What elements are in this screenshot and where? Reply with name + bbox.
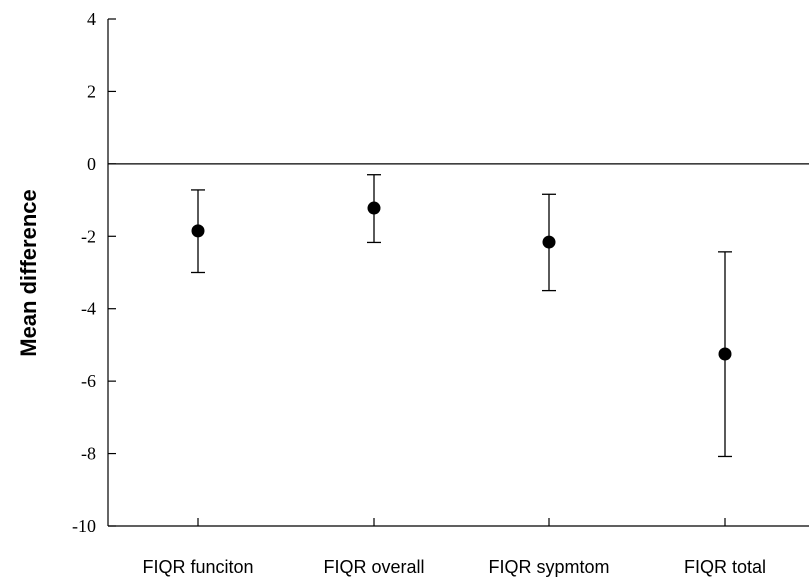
y-tick-label: 2: [87, 81, 96, 101]
y-tick-label: -10: [72, 516, 96, 536]
data-point: [718, 347, 732, 361]
y-axis-title: Mean difference: [16, 189, 41, 357]
y-tick-label: -8: [81, 444, 96, 464]
y-tick-label: -2: [81, 226, 96, 246]
data-point: [542, 235, 556, 249]
y-axis: 4 2 0 -2 -4 -6 -8 -10: [72, 9, 116, 536]
x-tick-label: FIQR total: [684, 557, 766, 577]
x-axis: FIQR funciton FIQR overall FIQR sypmtom FIQ…: [108, 163, 809, 577]
x-tick-label: FIQR funciton: [142, 557, 253, 577]
x-tick-label: FIQR overall: [323, 557, 424, 577]
data-points: [191, 174, 732, 458]
y-tick-label: 4: [87, 9, 96, 29]
data-point: [191, 224, 205, 238]
y-tick-label: 0: [87, 154, 96, 174]
y-tick-label: -4: [81, 299, 96, 319]
y-tick-label: -6: [81, 371, 96, 391]
data-point: [367, 201, 381, 215]
x-tick-label: FIQR sypmtom: [488, 557, 609, 577]
